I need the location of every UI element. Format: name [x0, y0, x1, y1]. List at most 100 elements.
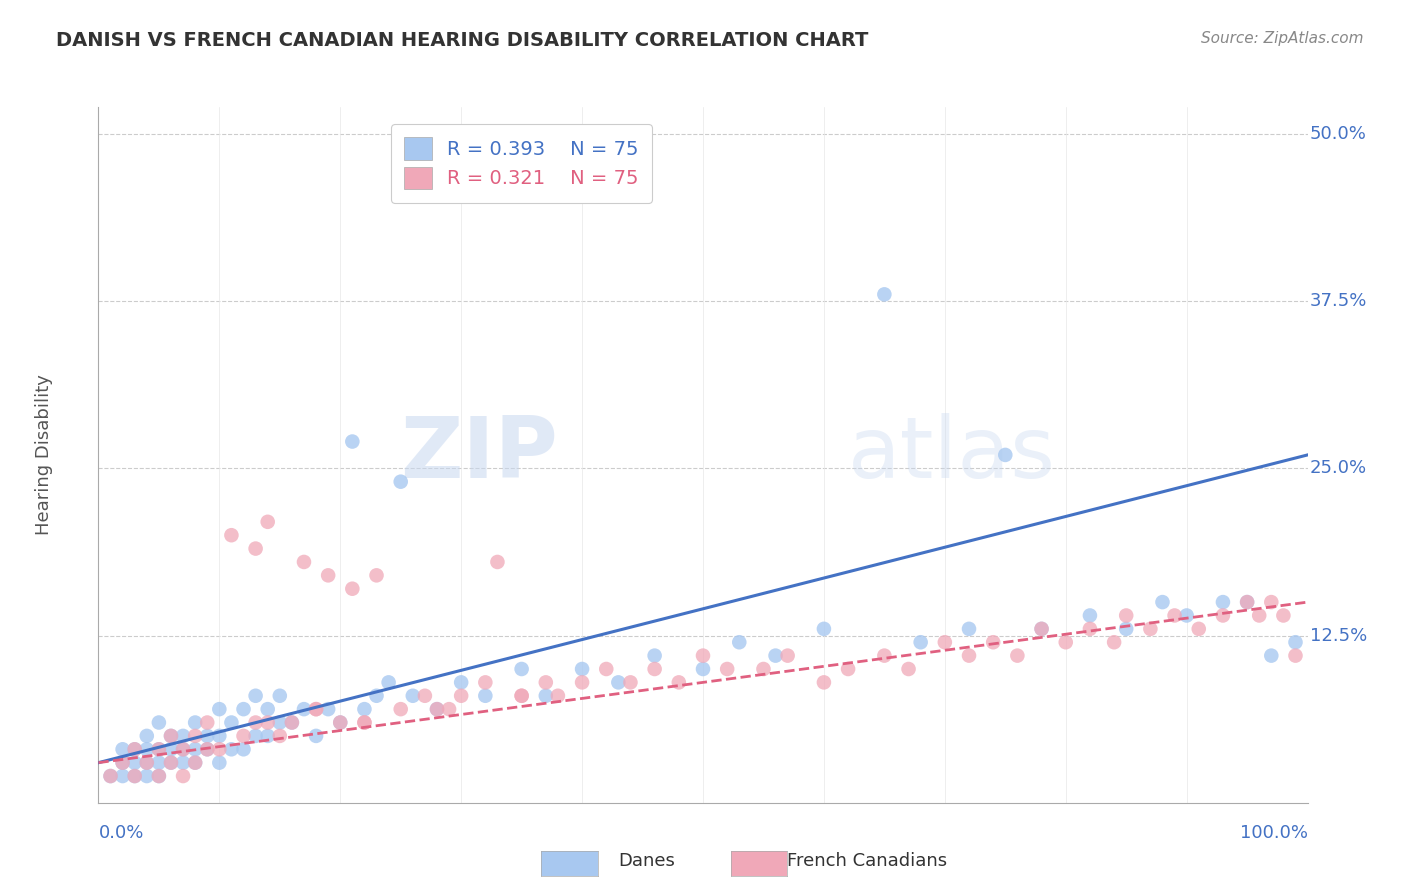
- Point: [692, 648, 714, 663]
- Point: [1115, 608, 1137, 623]
- Point: [474, 675, 496, 690]
- Point: [329, 715, 352, 730]
- Point: [813, 675, 835, 690]
- Point: [486, 555, 509, 569]
- Text: Source: ZipAtlas.com: Source: ZipAtlas.com: [1201, 31, 1364, 46]
- Point: [607, 675, 630, 690]
- Point: [269, 729, 291, 743]
- Point: [292, 555, 315, 569]
- Point: [1272, 608, 1295, 623]
- Point: [148, 769, 170, 783]
- Point: [1260, 595, 1282, 609]
- Point: [1284, 635, 1306, 649]
- Text: DANISH VS FRENCH CANADIAN HEARING DISABILITY CORRELATION CHART: DANISH VS FRENCH CANADIAN HEARING DISABI…: [56, 31, 869, 50]
- Point: [135, 769, 157, 783]
- Point: [934, 635, 956, 649]
- Point: [873, 648, 896, 663]
- Point: [1031, 622, 1053, 636]
- Point: [813, 622, 835, 636]
- Point: [124, 756, 146, 770]
- Point: [1054, 635, 1077, 649]
- Point: [208, 742, 231, 756]
- Point: [256, 702, 278, 716]
- Point: [1260, 648, 1282, 663]
- Point: [1212, 595, 1234, 609]
- Point: [1007, 648, 1029, 663]
- Point: [148, 742, 170, 756]
- Point: [510, 662, 533, 676]
- Point: [450, 689, 472, 703]
- Point: [1163, 608, 1185, 623]
- Point: [281, 715, 304, 730]
- Point: [353, 702, 375, 716]
- Point: [160, 729, 183, 743]
- Point: [160, 756, 183, 770]
- Point: [269, 715, 291, 730]
- Point: [135, 742, 157, 756]
- Point: [534, 689, 557, 703]
- Point: [269, 689, 291, 703]
- Point: [413, 689, 436, 703]
- Point: [135, 756, 157, 770]
- Point: [148, 715, 170, 730]
- Point: [208, 702, 231, 716]
- Point: [342, 582, 364, 596]
- Point: [994, 448, 1017, 462]
- Point: [124, 769, 146, 783]
- Point: [644, 662, 666, 676]
- Point: [111, 756, 134, 770]
- Point: [547, 689, 569, 703]
- Point: [256, 715, 278, 730]
- Point: [510, 689, 533, 703]
- Point: [1078, 608, 1101, 623]
- Point: [124, 742, 146, 756]
- Point: [534, 675, 557, 690]
- Point: [160, 742, 183, 756]
- Point: [1102, 635, 1125, 649]
- Point: [100, 769, 122, 783]
- Point: [571, 662, 593, 676]
- Point: [148, 742, 170, 756]
- Point: [148, 769, 170, 783]
- Point: [957, 622, 980, 636]
- Point: [765, 648, 787, 663]
- Point: [195, 742, 218, 756]
- Point: [752, 662, 775, 676]
- Point: [1031, 622, 1053, 636]
- Point: [195, 742, 218, 756]
- Point: [245, 689, 267, 703]
- Point: [148, 756, 170, 770]
- Point: [221, 742, 243, 756]
- Point: [668, 675, 690, 690]
- Point: [981, 635, 1004, 649]
- Point: [184, 756, 207, 770]
- Point: [776, 648, 799, 663]
- Point: [195, 729, 218, 743]
- Text: 0.0%: 0.0%: [98, 823, 143, 842]
- Point: [305, 702, 328, 716]
- Point: [221, 715, 243, 730]
- Text: atlas: atlas: [848, 413, 1056, 497]
- Point: [305, 702, 328, 716]
- Point: [221, 528, 243, 542]
- Point: [366, 568, 388, 582]
- Point: [195, 715, 218, 730]
- Point: [305, 729, 328, 743]
- Point: [292, 702, 315, 716]
- Point: [316, 568, 339, 582]
- Point: [474, 689, 496, 703]
- Point: [184, 729, 207, 743]
- Point: [1236, 595, 1258, 609]
- Point: [208, 756, 231, 770]
- Point: [256, 729, 278, 743]
- Point: [957, 648, 980, 663]
- Point: [1188, 622, 1211, 636]
- Point: [232, 742, 254, 756]
- Point: [1175, 608, 1198, 623]
- Point: [910, 635, 932, 649]
- Point: [245, 541, 267, 556]
- Point: [184, 715, 207, 730]
- Point: [232, 702, 254, 716]
- Point: [342, 434, 364, 449]
- Point: [353, 715, 375, 730]
